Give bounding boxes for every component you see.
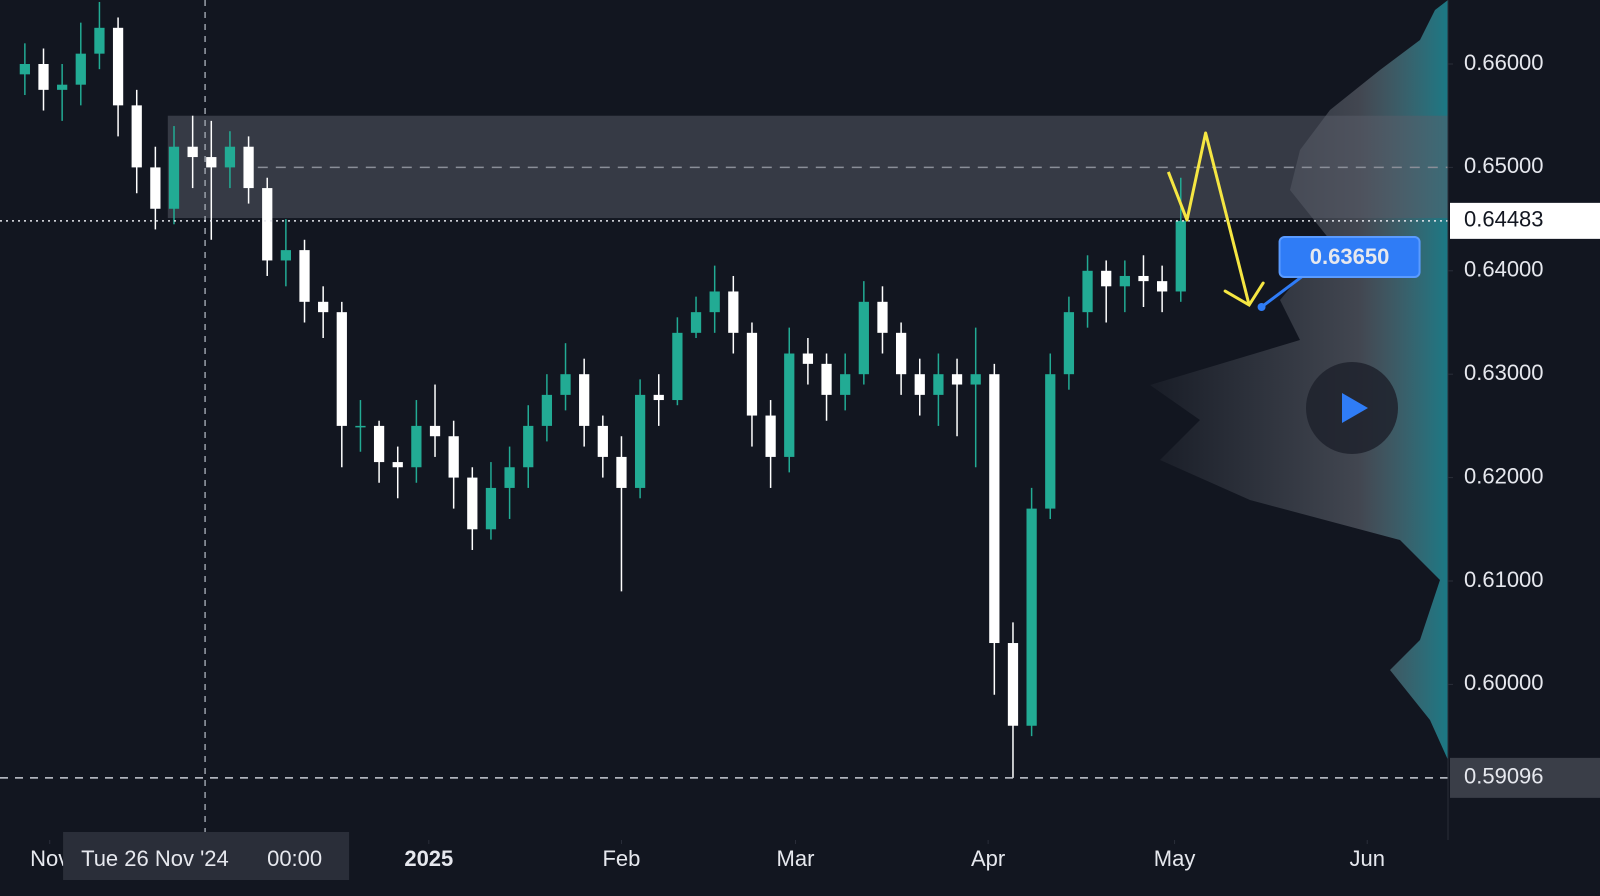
candle-body — [262, 188, 273, 261]
candle-body — [597, 425, 608, 457]
candle-body — [616, 456, 627, 488]
candle-body — [19, 64, 30, 75]
candle-body — [541, 394, 553, 426]
candle-body — [75, 53, 86, 85]
candle-body — [579, 374, 590, 426]
target-point — [1257, 302, 1266, 311]
target-pointer — [1260, 275, 1303, 309]
target-box — [1278, 235, 1421, 278]
candle-body — [690, 312, 702, 333]
candle-body — [560, 374, 571, 395]
candle-body — [634, 394, 646, 488]
candle-body — [840, 374, 851, 395]
candle-body — [299, 250, 310, 302]
candle-body — [933, 374, 944, 395]
y-tick-label: 0.63000 — [1464, 360, 1544, 385]
candle-body — [746, 332, 758, 416]
candle-body — [336, 312, 347, 426]
y-tick-label: 0.62000 — [1464, 463, 1544, 488]
x-tick-label: May — [1154, 846, 1196, 871]
candle-body — [821, 363, 832, 395]
candle-body — [224, 146, 236, 168]
candle-body — [150, 167, 161, 209]
candle-body — [38, 64, 49, 90]
crosshair-date: Tue 26 Nov '24 — [81, 846, 229, 871]
candle-body — [373, 425, 385, 463]
candle-body — [429, 425, 441, 437]
candle-body — [392, 462, 403, 468]
x-tick-label: Feb — [602, 846, 640, 871]
candle-body — [877, 301, 888, 333]
last-price-label: 0.64483 — [1464, 207, 1544, 232]
candle-body — [970, 374, 981, 385]
projection-arrowhead — [1223, 281, 1265, 308]
x-tick-label: Jun — [1349, 846, 1384, 871]
last-price-box — [1450, 202, 1600, 239]
candle-body — [187, 146, 198, 158]
candle-body — [895, 332, 907, 375]
candle-body — [914, 374, 925, 395]
candle-body — [485, 487, 497, 530]
projection-path — [1166, 131, 1251, 306]
candle-body — [448, 436, 459, 478]
low-price-box — [1450, 757, 1600, 798]
candle-body — [168, 146, 180, 209]
candle-body — [784, 353, 795, 457]
y-tick-label: 0.61000 — [1464, 567, 1544, 592]
x-tick-label: Nov — [30, 846, 69, 871]
candle-body — [858, 301, 869, 375]
candle-body — [1157, 281, 1168, 292]
candle-body — [355, 425, 366, 428]
candle-body — [1045, 374, 1056, 509]
y-tick-label: 0.66000 — [1464, 50, 1544, 75]
candle-body — [709, 291, 720, 313]
low-price-label: 0.59096 — [1464, 764, 1544, 789]
play-button[interactable] — [1306, 362, 1398, 454]
x-tick-label: Apr — [971, 846, 1005, 871]
play-icon[interactable] — [1342, 393, 1368, 423]
candle-body — [57, 84, 68, 90]
target-label: 0.63650 — [1310, 244, 1390, 269]
candle-body — [1026, 508, 1037, 726]
candle-body — [1138, 275, 1149, 282]
candle-body — [411, 425, 422, 468]
candle-body — [112, 27, 124, 106]
candle-body — [1007, 643, 1019, 726]
candle-body — [672, 332, 683, 401]
candle-body — [765, 415, 776, 457]
y-tick-label: 0.64000 — [1464, 257, 1544, 282]
x-tick-label: 2025 — [404, 846, 453, 871]
candle-body — [1101, 270, 1112, 287]
candle-body — [467, 477, 478, 530]
candle-body — [318, 301, 329, 313]
candle-body — [653, 394, 664, 401]
candle-body — [523, 425, 534, 468]
x-tick-label: Mar — [777, 846, 815, 871]
candle-body — [280, 250, 291, 261]
candle-body — [504, 467, 515, 488]
price-axis-panel — [1448, 0, 1600, 896]
candle-body — [728, 291, 739, 333]
candle-body — [243, 146, 254, 189]
crosshair-time: 00:00 — [267, 846, 322, 871]
y-tick-label: 0.65000 — [1464, 153, 1544, 178]
crosshair-label-box — [63, 832, 350, 880]
candle-body — [951, 374, 963, 385]
candle-body — [989, 374, 1000, 644]
candle-body — [802, 353, 814, 364]
candle-body — [1063, 312, 1075, 375]
candle-body — [206, 157, 217, 168]
candle-body — [94, 27, 105, 54]
candle-body — [1119, 275, 1130, 287]
candle-body — [1175, 220, 1186, 292]
candle-body — [131, 105, 142, 168]
y-tick-label: 0.60000 — [1464, 670, 1544, 695]
candle-body — [1082, 270, 1093, 313]
